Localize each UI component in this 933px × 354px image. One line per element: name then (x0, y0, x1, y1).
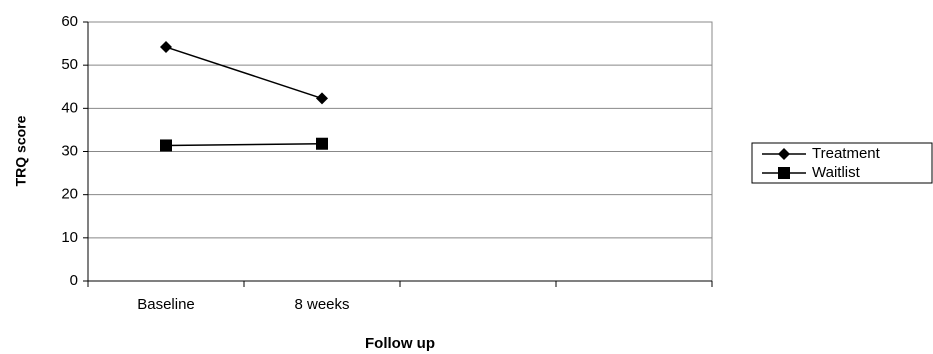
x-tick-label: 8 weeks (294, 296, 349, 313)
series-line (165, 142, 323, 147)
legend-marker (778, 167, 790, 179)
legend-label: Treatment (812, 145, 881, 162)
y-tick-label: 30 (61, 142, 78, 159)
y-tick-label: 0 (70, 272, 78, 289)
point (316, 92, 328, 105)
x-tick-label: Baseline (137, 296, 195, 313)
y-tick-label: 20 (61, 186, 78, 203)
y-tick-label: 60 (61, 13, 78, 30)
point (160, 139, 172, 152)
point (160, 41, 172, 54)
legend-marker (778, 148, 790, 160)
x-axis-title: Follow up (365, 335, 435, 352)
y-axis-title: TRQ score (13, 115, 29, 186)
y-tick-label: 10 (61, 229, 78, 246)
series-line (165, 46, 323, 100)
point (316, 137, 328, 150)
legend-label: Waitlist (812, 164, 861, 181)
y-tick-label: 50 (61, 56, 78, 73)
y-tick-label: 40 (61, 99, 78, 116)
